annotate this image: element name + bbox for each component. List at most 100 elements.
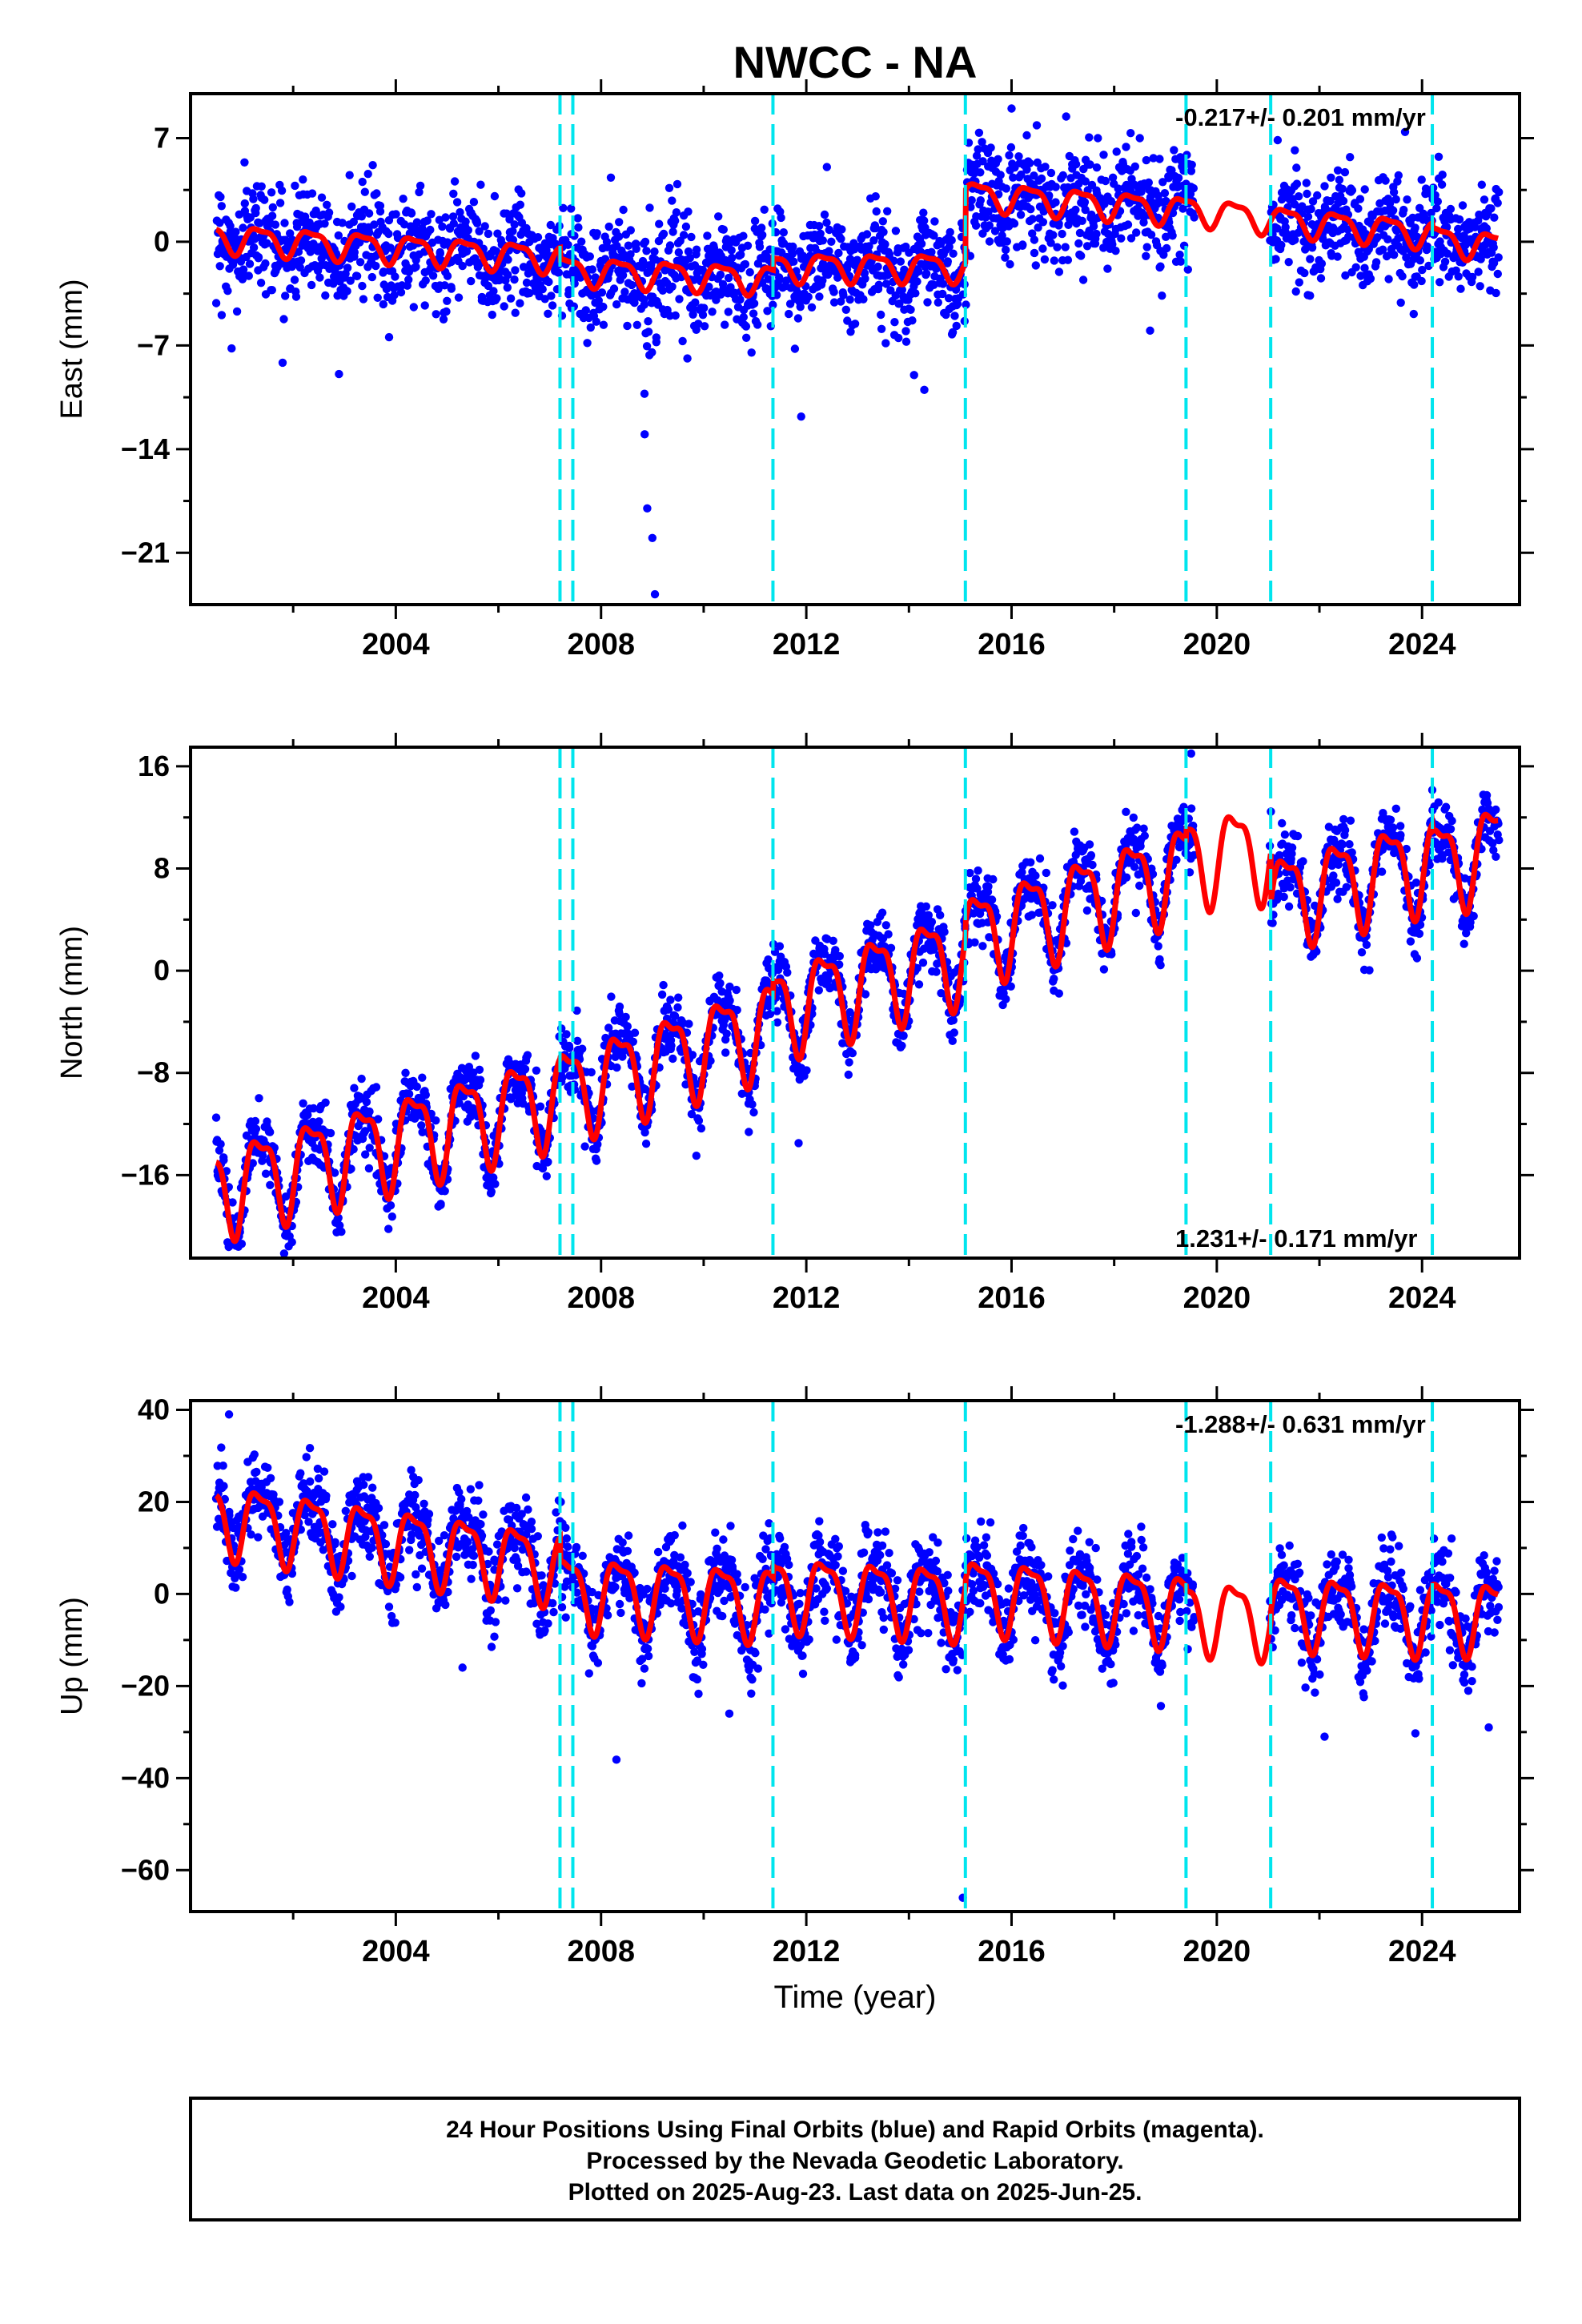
east-point: [1319, 235, 1327, 243]
east-point: [971, 221, 981, 230]
north-point: [558, 1073, 567, 1082]
east-point: [506, 294, 516, 303]
east-point: [1176, 257, 1186, 266]
up-point: [254, 1533, 263, 1542]
east-point: [837, 225, 846, 234]
east-point: [1046, 239, 1055, 247]
east-point: [1326, 196, 1335, 206]
north-x-tick-label: 2016: [978, 1281, 1046, 1315]
east-point: [476, 180, 485, 189]
east-point: [360, 187, 369, 196]
east-point: [469, 198, 479, 207]
east-point: [901, 327, 910, 336]
north-point: [685, 1019, 693, 1028]
east-point: [930, 217, 939, 226]
east-point: [464, 226, 472, 235]
up-point: [250, 1450, 259, 1459]
east-y-tick-label: 0: [154, 225, 170, 258]
north-point: [523, 1051, 532, 1059]
north-point: [641, 1140, 651, 1148]
east-point: [1388, 206, 1398, 215]
east-point: [1371, 258, 1381, 267]
north-y-tick-label: 8: [154, 852, 170, 885]
east-point: [669, 227, 677, 236]
east-point: [1415, 256, 1425, 265]
east-point: [1155, 155, 1164, 163]
east-point: [426, 225, 435, 235]
east-point: [372, 189, 381, 198]
east-point: [853, 255, 861, 264]
north-point: [592, 1156, 601, 1165]
east-point: [685, 254, 694, 263]
east-point: [743, 241, 753, 250]
east-point: [585, 252, 594, 261]
east-point: [1037, 174, 1046, 183]
north-point: [1495, 835, 1504, 845]
east-point: [373, 293, 382, 302]
east-point: [1075, 228, 1085, 238]
east-point: [1456, 284, 1465, 293]
east-point: [1487, 204, 1496, 213]
east-point: [1085, 133, 1094, 142]
east-point: [626, 226, 635, 235]
north-point: [1172, 855, 1181, 865]
east-point: [679, 231, 689, 239]
north-point: [1331, 879, 1341, 887]
east-point: [1476, 255, 1485, 263]
east-point: [415, 187, 424, 197]
east-outlier-point: [227, 344, 236, 353]
north-point: [279, 1249, 289, 1258]
north-point: [1156, 961, 1165, 970]
east-point: [747, 348, 756, 357]
east-point: [450, 177, 460, 186]
east-point: [967, 195, 976, 205]
east-point: [1320, 182, 1329, 191]
east-point: [834, 248, 843, 258]
north-point: [1035, 854, 1045, 863]
north-point: [1345, 840, 1354, 849]
north-point: [1130, 862, 1139, 871]
north-point: [284, 1264, 292, 1272]
east-point: [675, 295, 684, 304]
east-point: [375, 201, 385, 211]
north-point: [1346, 816, 1355, 825]
east-point: [917, 239, 926, 248]
north-point: [1460, 939, 1468, 948]
east-point: [818, 236, 827, 245]
north-point: [309, 1104, 318, 1113]
east-outlier-point: [920, 385, 929, 395]
east-point: [1038, 244, 1047, 253]
up-point: [219, 1462, 227, 1470]
east-point: [384, 229, 393, 239]
east-point: [644, 328, 653, 336]
east-point: [873, 284, 883, 294]
east-point: [277, 186, 287, 195]
east-point: [1381, 176, 1390, 185]
east-point: [516, 299, 524, 308]
north-point: [1362, 940, 1371, 950]
north-point: [950, 1028, 959, 1037]
north-point: [692, 1152, 701, 1160]
east-point: [1117, 234, 1126, 243]
north-point: [326, 1128, 335, 1138]
east-point: [1306, 255, 1315, 263]
north-rate-annotation: 1.231+/- 0.171 mm/yr: [1175, 1224, 1417, 1252]
east-point: [1492, 288, 1500, 298]
east-point: [721, 320, 729, 329]
east-point: [1493, 199, 1502, 207]
north-point: [471, 1051, 480, 1060]
north-point: [1396, 830, 1405, 839]
east-point: [694, 320, 703, 328]
east-point: [281, 292, 290, 300]
north-point: [287, 1237, 296, 1247]
north-y-axis-label: North (mm): [55, 926, 89, 1080]
east-point: [449, 219, 458, 228]
east-point: [364, 209, 374, 218]
east-point: [640, 300, 648, 309]
east-point: [1050, 256, 1059, 265]
east-point: [442, 307, 451, 316]
north-point: [544, 1157, 552, 1167]
east-point: [1112, 147, 1121, 156]
east-point: [484, 281, 493, 291]
east-point: [620, 287, 629, 296]
